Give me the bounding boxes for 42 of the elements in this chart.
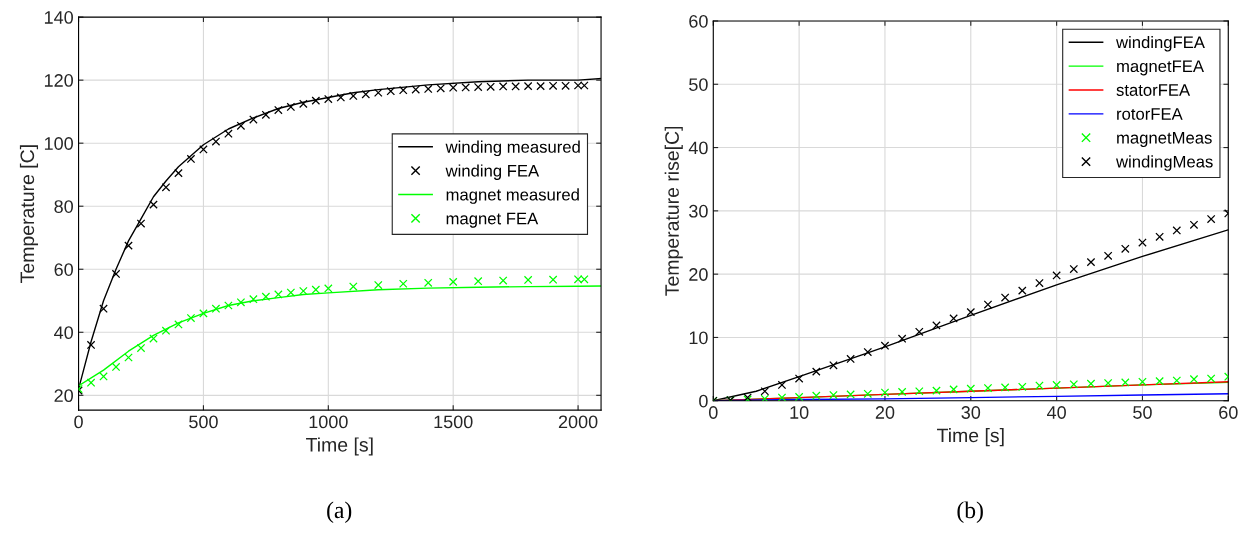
y-tick-label: 140 (44, 11, 73, 24)
y-tick-label: 10 (689, 331, 708, 345)
x-tick-label: 500 (189, 415, 218, 429)
legend-label: winding measured (445, 140, 580, 157)
y-tick-label: 50 (689, 78, 708, 91)
y-tick-label: 20 (54, 389, 73, 403)
x-tick-label: 1000 (309, 415, 348, 429)
x-tick-label: 10 (790, 406, 809, 419)
text: (a) (327, 501, 352, 523)
legend-label: magnet FEA (446, 212, 539, 228)
legend-label: windingMeas (1116, 155, 1213, 171)
y-tick-label: 100 (44, 137, 73, 150)
x-tick-label: 0 (74, 415, 83, 429)
y-tick-label: 60 (54, 263, 73, 276)
y-tick-label: 80 (54, 200, 73, 213)
x-tick-label: 2000 (558, 415, 598, 429)
legend-label: magnetFEA (1117, 60, 1204, 76)
x-axis-title: Time [s] (306, 437, 373, 456)
y-axis-title: Temperature rise[C] (664, 126, 683, 296)
text: (b) (957, 501, 983, 523)
y-tick-label: 60 (689, 14, 708, 28)
y-tick-label: 30 (689, 204, 708, 218)
legend-label: statorFEA (1116, 84, 1191, 96)
legend-label: magnet measured (446, 188, 579, 204)
x-tick-label: 0 (708, 406, 718, 419)
legend-label: magnetMeas (1117, 132, 1212, 147)
y-axis-title: Temperature [C] (19, 145, 39, 283)
x-tick-label: 30 (961, 406, 981, 419)
x-tick-label: 40 (1047, 406, 1066, 419)
y-tick-label: 40 (688, 141, 708, 155)
y-tick-label: 40 (54, 326, 73, 340)
x-tick-label: 1500 (434, 415, 473, 429)
y-tick-label: 0 (699, 394, 708, 408)
legend-label: windingFEA (1116, 35, 1205, 52)
x-axis-title: Time [s] (937, 428, 1004, 447)
y-tick-label: 20 (689, 268, 708, 281)
x-tick-label: 60 (1219, 406, 1238, 419)
x-tick-label: 20 (875, 406, 895, 419)
legend-label: winding FEA (445, 164, 540, 180)
legend-label: rotorFEA (1117, 108, 1183, 120)
y-tick-label: 120 (44, 74, 73, 87)
x-tick-label: 50 (1133, 406, 1152, 419)
